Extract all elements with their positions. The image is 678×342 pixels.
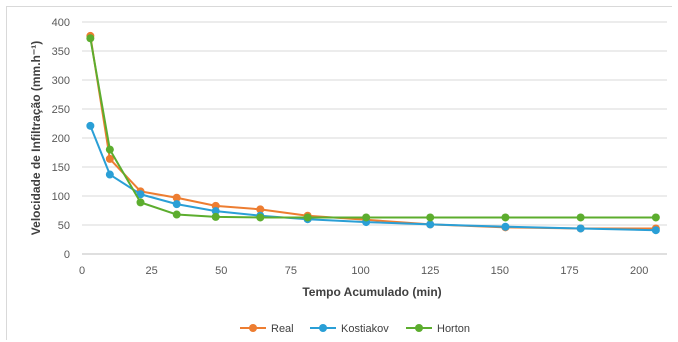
data-point-horton [501, 213, 510, 222]
series-lines [86, 31, 660, 235]
data-point-horton [211, 212, 220, 221]
data-point-real [256, 205, 265, 214]
y-tick-0: 0 [64, 249, 70, 261]
data-point-horton [256, 213, 265, 222]
data-point-horton [172, 210, 181, 219]
data-point-kostiakov [501, 222, 510, 231]
legend-label-horton: Horton [437, 323, 470, 335]
data-point-horton [303, 213, 312, 222]
x-tick-50: 50 [215, 265, 227, 277]
data-point-kostiakov [651, 226, 660, 235]
x-tick-175: 175 [560, 265, 578, 277]
data-point-horton [105, 145, 114, 154]
x-tick-25: 25 [146, 265, 158, 277]
y-tick-300: 300 [52, 75, 70, 87]
y-tick-350: 350 [52, 46, 70, 58]
x-tick-75: 75 [285, 265, 297, 277]
data-point-horton [86, 34, 95, 43]
x-tick-labels: 0 25 50 75 100 125 150 175 200 [79, 265, 648, 277]
data-point-kostiakov [172, 200, 181, 209]
y-tick-150: 150 [52, 162, 70, 174]
y-tick-200: 200 [52, 133, 70, 145]
legend-swatch-marker [319, 324, 327, 332]
series-horton [86, 34, 660, 222]
grid-lines [82, 21, 667, 255]
x-tick-0: 0 [79, 265, 85, 277]
data-point-kostiakov [426, 220, 435, 229]
chart-frame [6, 6, 672, 340]
legend-item-real: Real [240, 323, 294, 335]
legend-swatch-marker [415, 324, 423, 332]
x-axis-title: Tempo Acumulado (min) [302, 285, 441, 299]
data-point-horton [426, 213, 435, 222]
x-tick-200: 200 [630, 265, 648, 277]
x-tick-100: 100 [351, 265, 369, 277]
data-point-horton [362, 213, 371, 222]
data-point-kostiakov [576, 224, 585, 233]
y-tick-labels: 0 50 100 150 200 250 300 350 400 [52, 17, 70, 261]
data-point-kostiakov [105, 170, 114, 179]
data-point-kostiakov [211, 207, 220, 216]
x-tick-125: 125 [421, 265, 439, 277]
data-point-kostiakov [136, 190, 145, 199]
legend-label-kostiakov: Kostiakov [341, 323, 389, 335]
y-tick-250: 250 [52, 104, 70, 116]
data-point-horton [651, 213, 660, 222]
data-point-horton [576, 213, 585, 222]
y-axis-title: Velocidade de Infiltração (mm.h⁻¹) [29, 41, 43, 235]
data-point-real [105, 154, 114, 163]
legend: Real Kostiakov Horton [240, 323, 470, 335]
data-point-real [172, 193, 181, 202]
y-tick-400: 400 [52, 17, 70, 29]
x-tick-150: 150 [491, 265, 509, 277]
y-tick-100: 100 [52, 191, 70, 203]
y-tick-50: 50 [58, 220, 70, 232]
legend-swatch-marker [249, 324, 257, 332]
legend-item-kostiakov: Kostiakov [310, 323, 389, 335]
legend-item-horton: Horton [406, 323, 470, 335]
data-point-horton [136, 198, 145, 207]
legend-label-real: Real [271, 323, 294, 335]
series-line-horton [89, 38, 656, 219]
data-point-kostiakov [86, 121, 95, 130]
